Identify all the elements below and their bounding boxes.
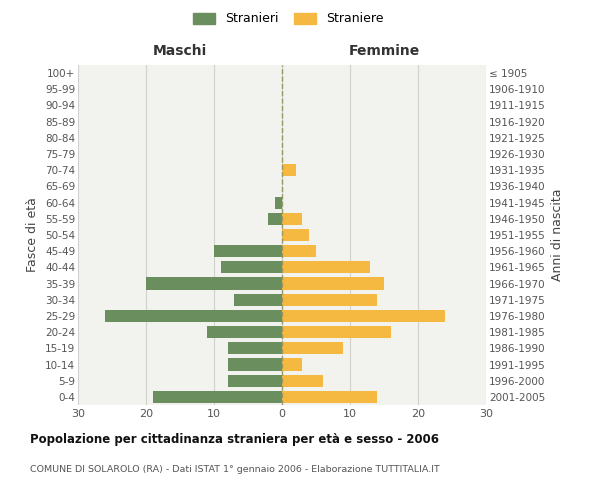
Y-axis label: Fasce di età: Fasce di età	[26, 198, 40, 272]
Bar	[282, 342, 343, 354]
Bar	[282, 294, 377, 306]
Bar	[282, 164, 296, 176]
Bar	[235, 294, 282, 306]
Bar	[268, 212, 282, 225]
Bar	[282, 262, 370, 274]
Bar	[214, 245, 282, 258]
Legend: Stranieri, Straniere: Stranieri, Straniere	[189, 8, 387, 29]
Bar	[282, 278, 384, 289]
Bar	[282, 391, 377, 403]
Text: Maschi: Maschi	[153, 44, 207, 58]
Bar	[282, 374, 323, 387]
Bar	[227, 358, 282, 370]
Bar	[105, 310, 282, 322]
Bar	[282, 212, 302, 225]
Text: COMUNE DI SOLAROLO (RA) - Dati ISTAT 1° gennaio 2006 - Elaborazione TUTTITALIA.I: COMUNE DI SOLAROLO (RA) - Dati ISTAT 1° …	[30, 466, 440, 474]
Text: Femmine: Femmine	[349, 44, 419, 58]
Bar	[282, 310, 445, 322]
Y-axis label: Anni di nascita: Anni di nascita	[551, 188, 564, 281]
Bar	[282, 326, 391, 338]
Bar	[146, 278, 282, 289]
Bar	[275, 196, 282, 208]
Bar	[207, 326, 282, 338]
Bar	[221, 262, 282, 274]
Text: Popolazione per cittadinanza straniera per età e sesso - 2006: Popolazione per cittadinanza straniera p…	[30, 432, 439, 446]
Bar	[227, 342, 282, 354]
Bar	[282, 245, 316, 258]
Bar	[153, 391, 282, 403]
Bar	[282, 358, 302, 370]
Bar	[282, 229, 309, 241]
Bar	[227, 374, 282, 387]
